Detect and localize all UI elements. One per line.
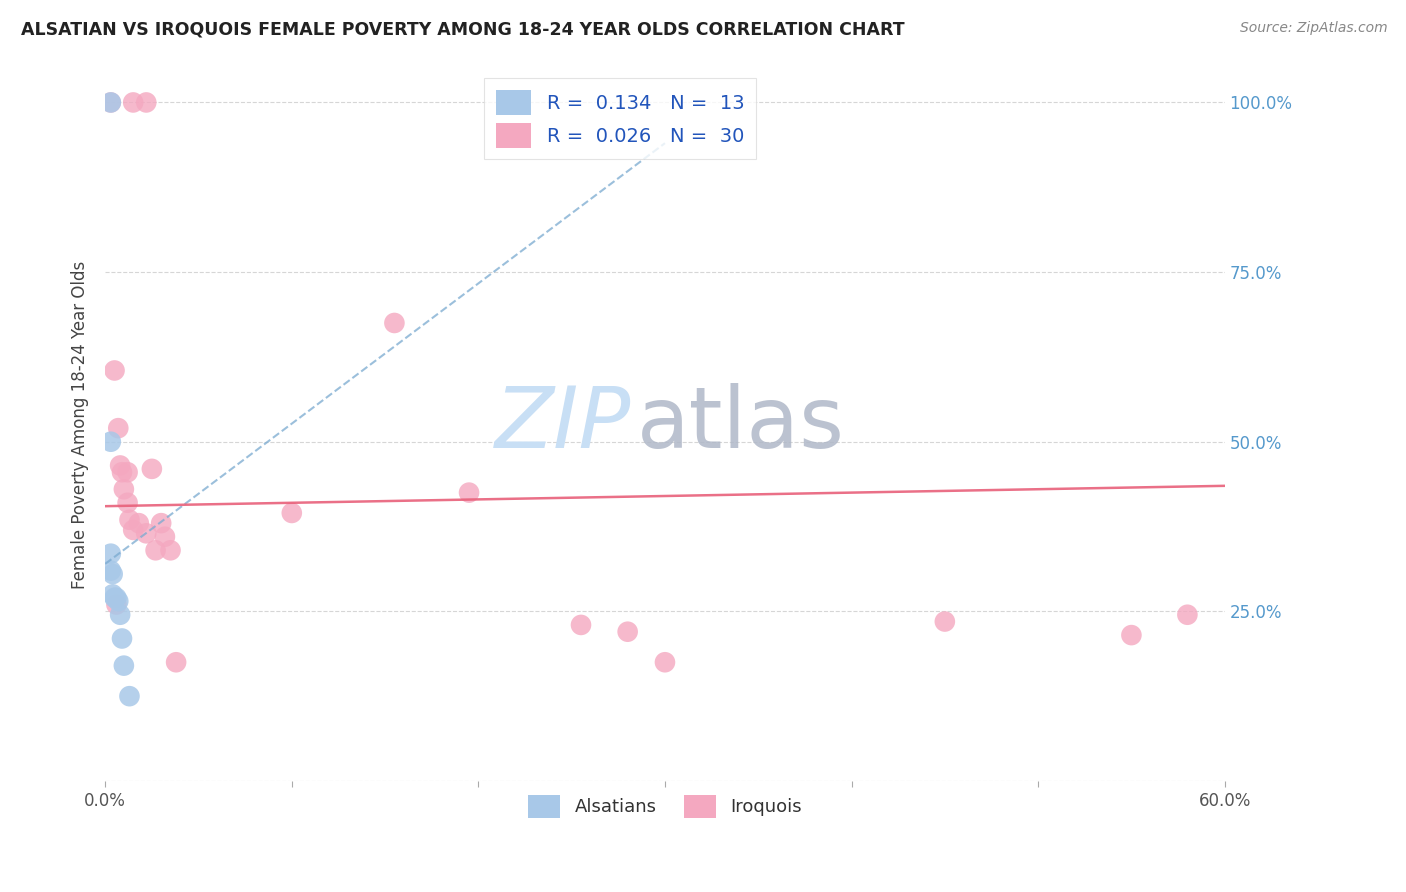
Point xyxy=(103,591,125,605)
Point xyxy=(569,618,592,632)
Text: ALSATIAN VS IROQUOIS FEMALE POVERTY AMONG 18-24 YEAR OLDS CORRELATION CHART: ALSATIAN VS IROQUOIS FEMALE POVERTY AMON… xyxy=(21,21,904,38)
Point xyxy=(105,598,128,612)
Point xyxy=(112,658,135,673)
Y-axis label: Female Poverty Among 18-24 Year Olds: Female Poverty Among 18-24 Year Olds xyxy=(72,260,89,589)
Point xyxy=(384,316,406,330)
Point xyxy=(159,543,181,558)
Point xyxy=(100,547,122,561)
Point xyxy=(1177,607,1199,622)
Point xyxy=(100,95,122,110)
Point xyxy=(118,513,141,527)
Text: atlas: atlas xyxy=(637,384,845,467)
Point xyxy=(281,506,304,520)
Point xyxy=(107,421,129,435)
Point xyxy=(117,496,139,510)
Point xyxy=(934,615,956,629)
Point xyxy=(118,689,141,703)
Point xyxy=(150,516,173,530)
Point xyxy=(111,465,134,479)
Point xyxy=(100,564,122,578)
Point xyxy=(165,655,187,669)
Point xyxy=(101,587,124,601)
Point xyxy=(153,530,176,544)
Point xyxy=(112,482,135,496)
Point xyxy=(128,516,150,530)
Point xyxy=(458,485,481,500)
Point xyxy=(135,526,157,541)
Point xyxy=(108,607,131,622)
Point xyxy=(101,567,124,582)
Point xyxy=(108,458,131,473)
Point xyxy=(145,543,167,558)
Point xyxy=(122,95,145,110)
Point xyxy=(616,624,638,639)
Point xyxy=(111,632,134,646)
Point xyxy=(654,655,676,669)
Point xyxy=(103,363,125,377)
Text: Source: ZipAtlas.com: Source: ZipAtlas.com xyxy=(1240,21,1388,35)
Text: ZIP: ZIP xyxy=(495,384,631,467)
Point xyxy=(107,594,129,608)
Point xyxy=(100,434,122,449)
Legend: Alsatians, Iroquois: Alsatians, Iroquois xyxy=(520,788,810,825)
Point xyxy=(135,95,157,110)
Point xyxy=(1121,628,1143,642)
Point xyxy=(117,465,139,479)
Point xyxy=(100,95,122,110)
Point xyxy=(141,462,163,476)
Point xyxy=(105,591,128,605)
Point xyxy=(122,523,145,537)
